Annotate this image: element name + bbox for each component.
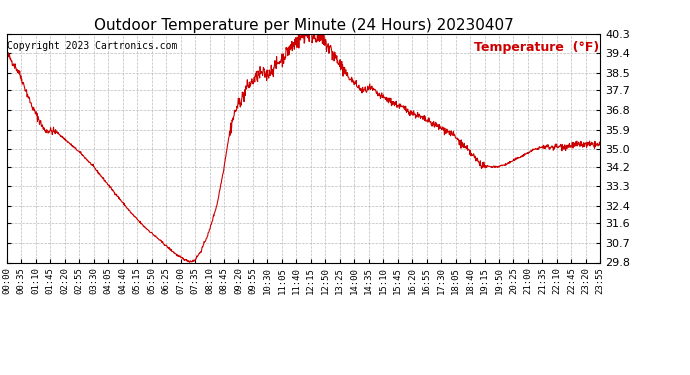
Text: Temperature  (°F): Temperature (°F) — [474, 40, 599, 54]
Title: Outdoor Temperature per Minute (24 Hours) 20230407: Outdoor Temperature per Minute (24 Hours… — [94, 18, 513, 33]
Text: Copyright 2023 Cartronics.com: Copyright 2023 Cartronics.com — [8, 40, 178, 51]
